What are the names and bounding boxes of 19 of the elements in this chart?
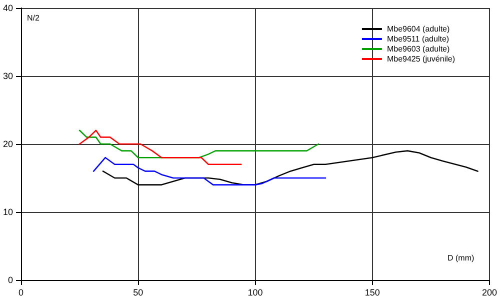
y-tick-label: 30: [2, 71, 14, 81]
x-tick-label: 150: [364, 288, 380, 298]
legend-label: Mbe9604 (adulte): [386, 24, 450, 34]
y-axis-title: N/2: [27, 14, 40, 22]
y-tick-label: 10: [2, 207, 14, 217]
legend-label: Mbe9603 (adulte): [386, 44, 450, 54]
line-series: [102, 150, 478, 186]
x-axis-title: D (mm): [447, 254, 474, 262]
legend-label: Mbe9511 (adulte): [386, 34, 450, 44]
x-tick-label: 0: [18, 288, 24, 298]
y-tick-label: 40: [2, 3, 14, 13]
x-tick-label: 200: [482, 288, 498, 298]
legend-label: Mbe9425 (juvénile): [386, 54, 456, 64]
line-series: [92, 156, 326, 186]
line-series: [78, 130, 242, 166]
y-tick-label: 0: [8, 275, 14, 285]
x-tick-label: 100: [248, 288, 263, 298]
x-tick-label: 50: [133, 288, 144, 298]
y-tick-label: 20: [2, 139, 14, 149]
